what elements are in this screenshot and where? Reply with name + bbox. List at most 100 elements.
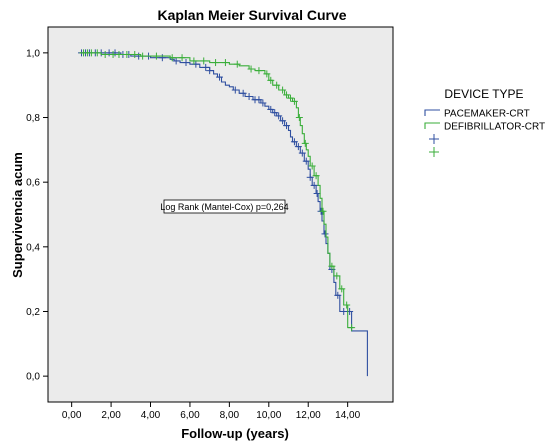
censor-mark <box>283 91 291 99</box>
x-tick-label: 0,00 <box>62 410 82 421</box>
legend-entry: DEFIBRILLATOR-CRT <box>424 122 545 133</box>
censor-mark <box>168 54 176 62</box>
plot-area <box>47 26 394 403</box>
censor-mark <box>273 81 281 89</box>
x-axis: 0,00 2,00 4,00 6,00 8,00 10,00 12,00 14,00 <box>62 402 361 421</box>
censor-mark <box>308 162 316 170</box>
x-tick-label: 2,00 <box>101 410 121 421</box>
censor-mark <box>267 105 275 113</box>
censor-mark <box>340 307 348 315</box>
y-tick-label: 0,8 <box>26 113 40 124</box>
x-tick-label: 14,00 <box>335 410 360 421</box>
censor-mark <box>206 67 214 75</box>
y-tick-label: 0,4 <box>26 242 40 253</box>
y-tick-label: 0,6 <box>26 178 40 189</box>
legend-entry <box>429 134 439 144</box>
censor-mark <box>319 207 327 215</box>
censor-mark <box>302 157 310 165</box>
censor-mark <box>139 52 147 60</box>
censor-mark <box>334 291 342 299</box>
legend: DEVICE TYPE PACEMAKER-CRT DEFIBRILLATOR-C… <box>424 87 545 157</box>
censor-mark <box>313 189 321 197</box>
censor-mark <box>294 143 302 151</box>
x-tick-label: 4,00 <box>141 410 161 421</box>
legend-plus-icon <box>429 134 439 144</box>
y-tick-label: 0,0 <box>26 372 40 383</box>
censor-mark <box>131 50 139 58</box>
x-tick-label: 8,00 <box>220 410 240 421</box>
censor-mark <box>279 86 287 94</box>
censor-mark <box>259 99 267 107</box>
censor-mark <box>105 49 113 57</box>
censor-mark <box>255 96 263 104</box>
censor-mark <box>178 54 186 62</box>
censor-mark <box>290 97 298 105</box>
censor-mark <box>290 138 298 146</box>
censor-mark <box>109 50 117 58</box>
censor-mark <box>255 67 263 75</box>
chart-title: Kaplan Meier Survival Curve <box>157 7 346 23</box>
censor-mark <box>152 52 160 60</box>
legend-title: DEVICE TYPE <box>444 87 523 101</box>
censor-mark <box>221 59 229 67</box>
y-axis: 0,0 0,2 0,4 0,6 0,8 1,0 <box>26 48 48 383</box>
censor-mark <box>202 63 210 71</box>
censor-mark <box>271 109 279 117</box>
censor-mark <box>343 301 351 309</box>
legend-line-icon <box>424 122 440 129</box>
censor-mark <box>275 112 283 120</box>
legend-entry: PACEMAKER-CRT <box>424 109 530 120</box>
censor-mark <box>267 76 275 84</box>
censor-mark <box>158 54 166 62</box>
legend-plus-icon <box>429 147 439 157</box>
censor-mark <box>338 285 346 293</box>
y-tick-label: 0,2 <box>26 307 40 318</box>
x-tick-label: 12,00 <box>296 410 321 421</box>
censor-mark <box>263 70 271 78</box>
censor-mark <box>123 50 131 58</box>
series-defibrillator-crt <box>79 49 356 332</box>
censor-mark <box>239 89 247 97</box>
legend-label: PACEMAKER-CRT <box>444 109 530 120</box>
censor-mark <box>310 181 318 189</box>
censor-mark <box>93 49 101 57</box>
censor-mark <box>298 149 306 157</box>
series-group <box>78 49 368 377</box>
y-tick-label: 1,0 <box>26 48 40 59</box>
x-tick-label: 10,00 <box>256 410 281 421</box>
x-axis-label: Follow-up (years) <box>181 426 289 441</box>
censor-mark <box>306 173 314 181</box>
censor-mark <box>321 230 329 238</box>
censor-mark <box>245 93 253 101</box>
censor-mark <box>172 57 180 65</box>
censor-mark <box>115 50 123 58</box>
censor-mark <box>333 272 341 280</box>
annotation-box <box>163 199 286 214</box>
legend-entry <box>429 147 439 157</box>
censor-mark <box>231 86 239 94</box>
annotation: Log Rank (Mantel-Cox) p=0,264 <box>160 199 289 214</box>
x-tick-label: 6,00 <box>180 410 200 421</box>
legend-line-icon <box>424 109 440 116</box>
legend-label: DEFIBRILLATOR-CRT <box>444 122 545 133</box>
censor-mark <box>283 122 291 130</box>
censor-mark <box>182 59 190 67</box>
censor-mark <box>348 324 356 332</box>
censor-mark <box>312 172 320 180</box>
censor-mark <box>190 57 198 65</box>
censor-mark <box>301 139 309 147</box>
censor-mark <box>279 117 287 125</box>
censor-mark <box>216 73 224 81</box>
annotation-text: Log Rank (Mantel-Cox) p=0,264 <box>160 202 288 212</box>
censor-mark <box>247 65 255 73</box>
censor-mark <box>200 57 208 65</box>
censor-mark <box>212 59 220 67</box>
censor-mark <box>87 49 95 57</box>
censor-mark <box>101 50 109 58</box>
censor-mark <box>328 262 336 270</box>
censor-mark <box>286 94 294 102</box>
censor-mark <box>233 60 241 68</box>
censor-mark <box>295 114 303 122</box>
y-axis-label: Supervivencia acum <box>10 152 25 278</box>
